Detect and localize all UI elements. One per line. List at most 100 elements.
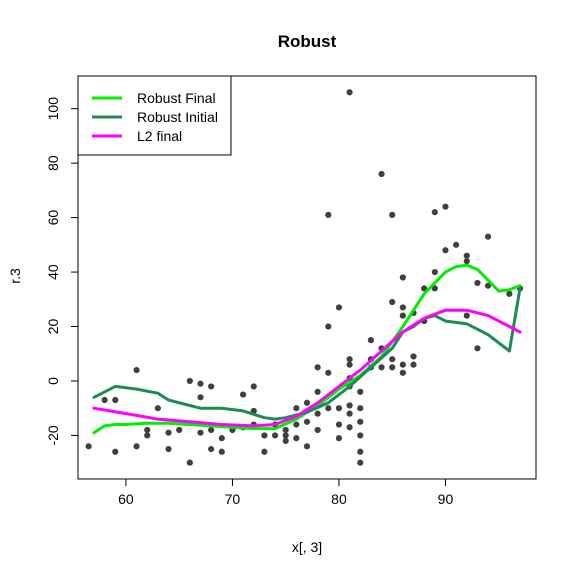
x-tick-label: 90: [438, 491, 454, 507]
data-point: [463, 258, 470, 265]
y-tick-label: -20: [45, 425, 61, 445]
data-point: [357, 459, 364, 466]
data-point: [335, 405, 343, 412]
data-point: [325, 211, 332, 218]
data-point: [389, 364, 396, 371]
data-point: [421, 285, 428, 292]
y-tick-label: 0: [45, 377, 61, 385]
data-point: [346, 356, 353, 363]
data-point: [314, 364, 321, 371]
legend-label: Robust Initial: [137, 109, 218, 125]
chart-title: Robust: [278, 32, 337, 51]
data-point: [335, 421, 343, 428]
data-point: [282, 426, 289, 434]
data-point: [399, 304, 406, 311]
data-point: [176, 426, 183, 434]
data-point: [346, 410, 353, 417]
y-tick-label: 20: [45, 319, 61, 335]
data-point: [346, 89, 353, 96]
data-point: [303, 399, 311, 406]
x-tick-label: 70: [225, 491, 241, 507]
data-point: [303, 443, 311, 450]
data-point: [293, 421, 300, 428]
data-point: [346, 361, 353, 368]
series-line-l2-final: [92, 308, 522, 428]
x-tick-label: 80: [331, 491, 347, 507]
data-point: [314, 388, 321, 395]
data-point: [144, 432, 151, 439]
data-point: [399, 361, 406, 368]
data-point: [218, 435, 225, 442]
data-point: [431, 209, 438, 216]
data-point: [186, 459, 193, 466]
data-point: [101, 396, 108, 404]
data-point: [389, 298, 396, 306]
data-point: [154, 405, 161, 412]
data-point: [335, 304, 343, 311]
data-point: [357, 418, 364, 425]
data-point: [218, 448, 225, 455]
data-point: [293, 435, 300, 442]
data-point: [208, 383, 215, 390]
data-point: [261, 448, 268, 455]
data-point: [357, 405, 364, 412]
data-point: [165, 445, 172, 453]
data-point: [389, 211, 396, 218]
data-point: [335, 435, 343, 442]
y-tick-label: 40: [45, 264, 61, 280]
data-point: [197, 394, 204, 401]
legend-label: L2 final: [137, 128, 182, 144]
data-point: [484, 233, 492, 240]
data-point: [410, 361, 417, 368]
y-axis-label: r.3: [7, 268, 23, 284]
y-tick-label: 60: [45, 210, 61, 226]
data-point: [293, 405, 300, 412]
data-point: [346, 402, 353, 409]
data-point: [357, 432, 364, 439]
data-point: [399, 274, 406, 281]
data-point: [378, 364, 385, 371]
data-point: [431, 285, 438, 292]
data-point: [314, 410, 321, 417]
data-point: [484, 282, 492, 289]
data-point: [282, 432, 289, 439]
data-point: [442, 247, 449, 254]
data-point: [144, 426, 151, 434]
data-point: [85, 443, 92, 450]
data-point: [474, 345, 481, 352]
data-point: [357, 448, 364, 455]
data-point: [314, 426, 321, 434]
data-point: [325, 369, 332, 376]
data-point: [261, 432, 268, 439]
data-point: [208, 426, 215, 434]
data-point: [197, 429, 204, 436]
data-point: [325, 405, 332, 412]
data-point: [112, 396, 119, 404]
data-point: [133, 443, 140, 450]
data-point: [186, 377, 193, 385]
y-tick-label: 100: [45, 97, 61, 121]
data-point: [165, 429, 172, 436]
data-point: [197, 380, 204, 387]
plot-frame: [77, 75, 537, 480]
y-tick-label: 80: [45, 155, 61, 171]
data-point: [282, 437, 289, 444]
data-point: [378, 170, 385, 178]
series-line-robust-final: [92, 263, 522, 435]
data-point: [271, 432, 279, 439]
legend-label: Robust Final: [137, 90, 216, 106]
x-axis-label: x[, 3]: [292, 539, 322, 555]
data-point: [325, 323, 332, 330]
data-point: [133, 366, 140, 374]
data-point: [474, 279, 481, 287]
data-point: [410, 353, 417, 360]
data-point: [431, 268, 438, 276]
data-point: [346, 424, 353, 431]
data-point: [399, 312, 406, 319]
data-point: [367, 337, 375, 344]
data-point: [463, 312, 470, 319]
legend: Robust Final Robust Initial L2 final: [77, 75, 232, 156]
data-point: [453, 241, 460, 248]
data-point: [112, 448, 119, 455]
